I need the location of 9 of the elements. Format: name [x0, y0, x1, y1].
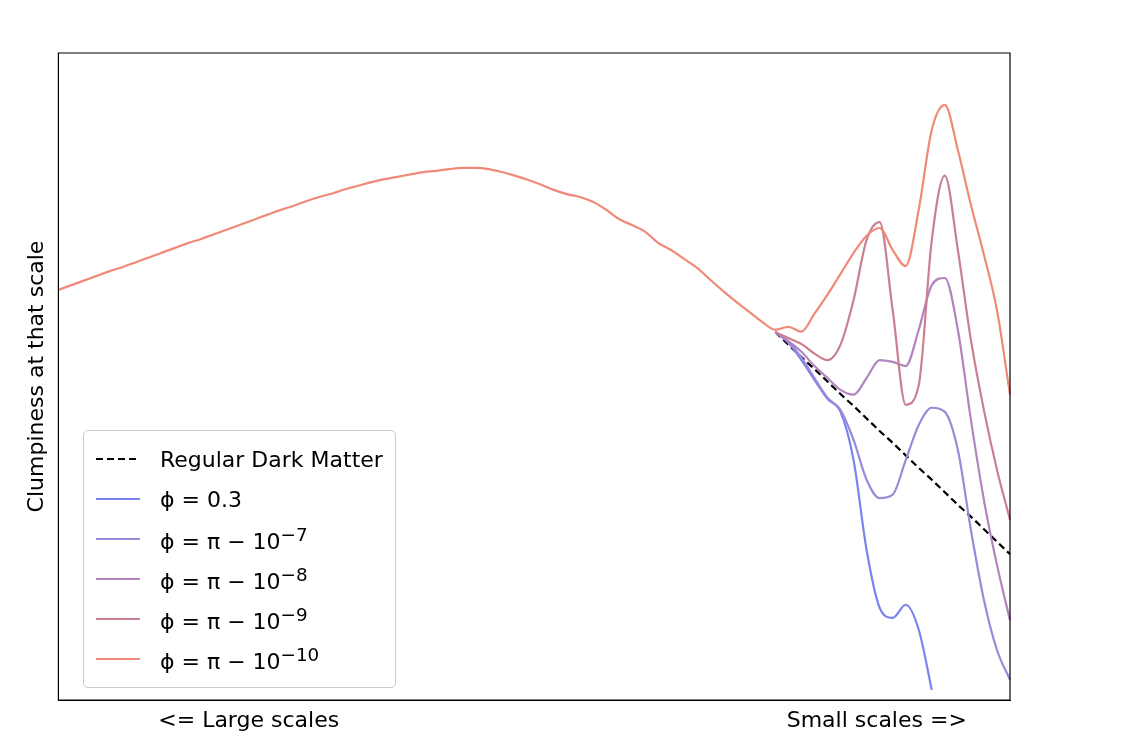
legend-label: ϕ = π − 10$^{−7}$ — [160, 523, 308, 555]
legend-label: ϕ = π − 10$^{−9}$ — [160, 603, 308, 635]
legend-label: ϕ = π − 10$^{−8}$ — [160, 563, 308, 595]
legend-label: ϕ = 0.3 — [160, 486, 242, 512]
text: Small scales => — [786, 706, 967, 732]
y-axis-title: Clumpiness at that scale — [22, 240, 48, 513]
legend-label: ϕ = π − 10$^{−10}$ — [160, 643, 320, 675]
legend-label: Regular Dark Matter — [160, 446, 383, 472]
text: <= Large scales — [158, 706, 340, 732]
